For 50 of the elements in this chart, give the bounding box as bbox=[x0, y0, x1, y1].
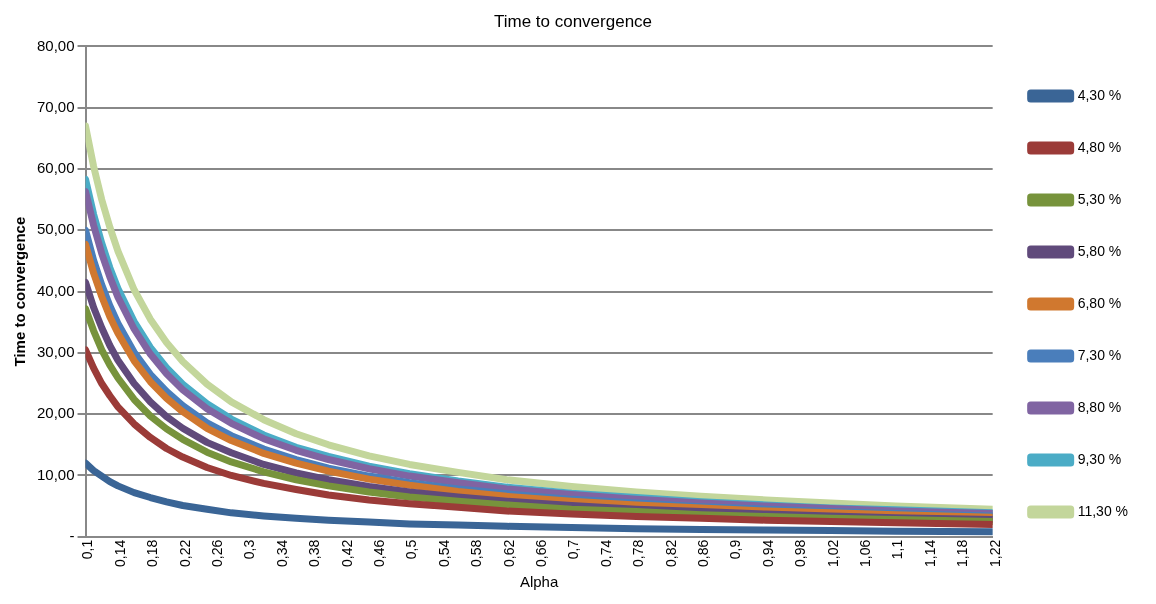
x-tick-label: 0,14 bbox=[111, 539, 128, 567]
x-tick-label: 1,22 bbox=[986, 539, 1003, 567]
x-tick-label: 0,62 bbox=[500, 539, 517, 567]
legend-label: 5,80 % bbox=[1077, 242, 1122, 259]
x-tick-label: 1,02 bbox=[824, 539, 841, 567]
x-tick-label: 0,5 bbox=[403, 539, 420, 560]
legend-label: 7,30 % bbox=[1077, 346, 1122, 363]
x-tick-label: 1,18 bbox=[954, 539, 971, 567]
x-tick-label: 0,94 bbox=[759, 539, 776, 567]
x-axis-title: Alpha bbox=[519, 573, 559, 591]
legend-label: 4,30 % bbox=[1077, 86, 1122, 103]
legend-label: 6,80 % bbox=[1077, 294, 1122, 311]
x-tick-label: 0,22 bbox=[176, 539, 193, 567]
x-tick-label: 0,9 bbox=[727, 539, 744, 560]
y-tick-label: 80,00 bbox=[36, 36, 75, 54]
x-tick-label: 0,78 bbox=[630, 539, 647, 567]
x-tick-label: 0,66 bbox=[532, 539, 549, 567]
y-axis-title: Time to convergence bbox=[11, 216, 29, 367]
x-tick-label: 0,82 bbox=[662, 539, 679, 567]
legend-label: 9,30 % bbox=[1077, 450, 1122, 467]
x-tick-label: 0,38 bbox=[306, 539, 323, 567]
x-tick-label: 0,54 bbox=[435, 539, 452, 567]
y-tick-label: - bbox=[69, 526, 75, 544]
x-tick-label: 0,58 bbox=[468, 539, 485, 567]
x-tick-label: 0,7 bbox=[565, 539, 582, 560]
y-tick-label: 50,00 bbox=[36, 220, 75, 238]
x-tick-label: 0,74 bbox=[597, 539, 614, 567]
x-tick-label: 0,42 bbox=[338, 539, 355, 567]
y-tick-label: 20,00 bbox=[36, 404, 75, 422]
legend-label: 8,80 % bbox=[1077, 398, 1122, 415]
x-tick-label: 1,14 bbox=[921, 539, 938, 567]
legend-label: 5,30 % bbox=[1077, 190, 1122, 207]
x-tick-label: 0,26 bbox=[208, 539, 225, 567]
x-tick-label: 0,18 bbox=[144, 539, 161, 567]
y-tick-label: 70,00 bbox=[36, 97, 75, 115]
y-tick-label: 30,00 bbox=[36, 343, 75, 361]
x-tick-label: 0,86 bbox=[694, 539, 711, 567]
y-tick-label: 40,00 bbox=[36, 281, 75, 299]
legend-label: 4,80 % bbox=[1077, 138, 1122, 155]
chart-title: Time to convergence bbox=[493, 11, 653, 31]
x-tick-label: 0,3 bbox=[241, 539, 258, 560]
legend-label: 11,30 % bbox=[1077, 502, 1129, 519]
x-tick-label: 0,34 bbox=[273, 539, 290, 567]
x-tick-label: 0,98 bbox=[792, 539, 809, 567]
x-tick-label: 0,1 bbox=[79, 539, 96, 560]
y-tick-label: 10,00 bbox=[36, 465, 75, 483]
x-tick-label: 1,1 bbox=[889, 539, 906, 560]
x-tick-label: 0,46 bbox=[370, 539, 387, 567]
y-tick-label: 60,00 bbox=[36, 159, 75, 177]
x-tick-label: 1,06 bbox=[856, 539, 873, 567]
